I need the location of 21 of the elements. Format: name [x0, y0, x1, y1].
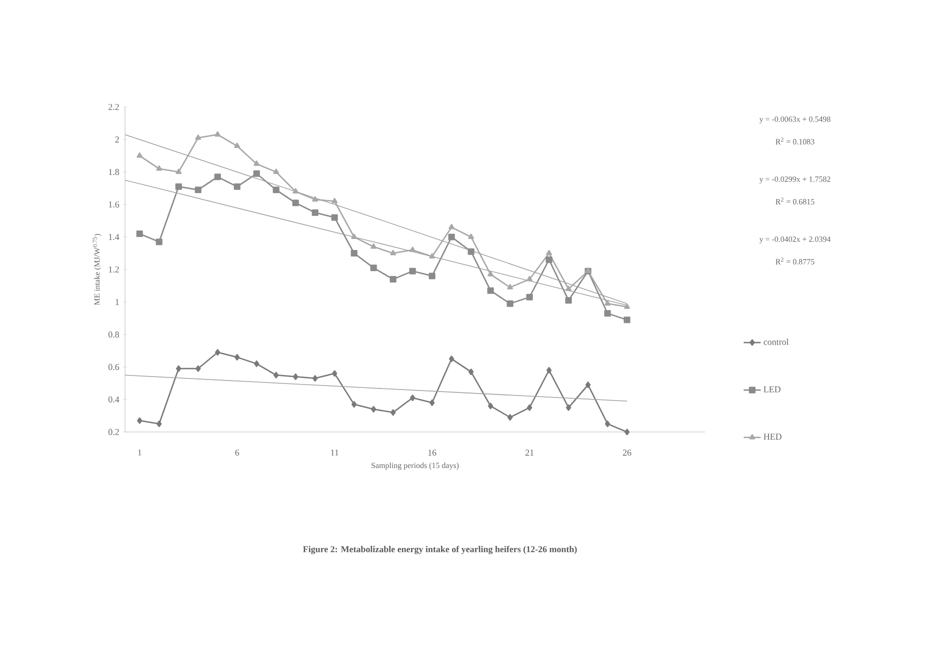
y-tick-label: 1.8 [108, 168, 120, 176]
y-tick-label: 1.6 [108, 201, 120, 208]
x-tick-label: 16 [428, 450, 436, 456]
y-tick-label: 0.8 [108, 331, 120, 338]
legend-label: LED [764, 386, 780, 392]
legend-label: control [764, 338, 789, 345]
x-tick-label: 11 [331, 450, 338, 456]
text: Figure 2: Metabolizable energy intake of yearling heifers (12-26 month) [303, 546, 577, 554]
legend-label: HED [764, 434, 782, 440]
y-tick-label: 0.6 [108, 364, 120, 370]
y-tick-label: 0.2 [108, 428, 119, 436]
y-tick-label: 0.4 [108, 396, 120, 403]
y-tick-label: 2.2 [108, 104, 119, 110]
y-tick-label: 2 [115, 136, 119, 142]
x-tick-label: 26 [622, 450, 632, 456]
x-tick-label: 1 [138, 450, 142, 456]
x-tick-label: 6 [235, 450, 240, 456]
y-tick-label: 1.4 [108, 234, 120, 240]
y-tick-label: 1 [116, 299, 119, 305]
y-tick-label: 1.2 [108, 266, 119, 273]
x-tick-label: 21 [525, 450, 534, 456]
